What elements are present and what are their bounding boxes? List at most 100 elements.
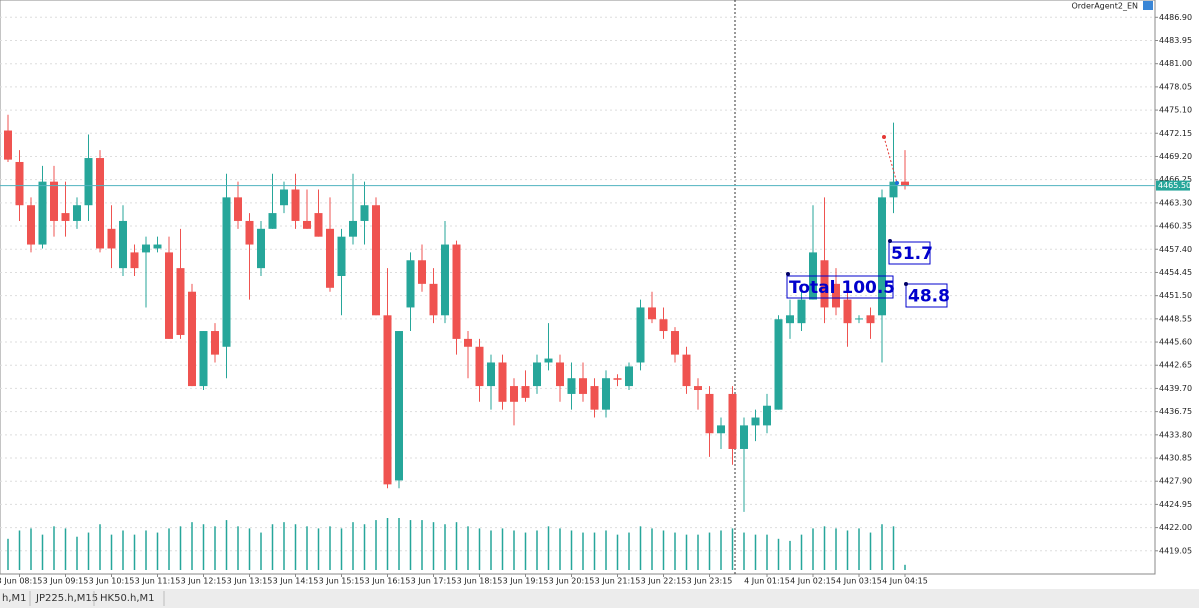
candle-body [832, 283, 840, 308]
volume-bar [490, 530, 492, 570]
candle-body [510, 386, 518, 402]
tab-label[interactable]: JP225.h,M15 [35, 593, 98, 604]
candle-body [740, 425, 748, 449]
candle-body [245, 220, 254, 245]
volume-bar [628, 532, 630, 570]
y-tick-label: 4451.50 [1159, 291, 1192, 300]
y-tick-label: 4478.05 [1159, 82, 1192, 91]
annotation-box [786, 275, 894, 299]
volume-bar [202, 524, 205, 570]
x-tick-label: 3 Jun 16:15 [365, 577, 411, 586]
annotation-box [905, 283, 948, 308]
candle-body [487, 362, 495, 387]
volume-bar [904, 564, 906, 570]
volume-bar [835, 528, 837, 570]
volume-bar [697, 534, 699, 570]
candle-body [751, 417, 760, 426]
volume-bar [306, 526, 308, 570]
y-tick-label: 4463.30 [1159, 198, 1192, 207]
volume-bar [639, 526, 642, 570]
volume-bar [731, 528, 734, 570]
candle-body [533, 362, 541, 387]
candle-body [130, 252, 139, 269]
volume-bar [892, 526, 895, 570]
y-tick-label: 4424.95 [1159, 500, 1192, 509]
y-tick-label: 4466.25 [1159, 175, 1192, 184]
volume-bar [53, 526, 55, 570]
candle-body [383, 315, 392, 485]
y-tick-label: 4483.95 [1159, 36, 1192, 45]
candle-body [590, 386, 599, 410]
annotation: Total 100.5 [789, 278, 895, 298]
trade-marker [895, 181, 899, 185]
candle-body [27, 205, 35, 245]
candle-body [176, 268, 185, 335]
volume-bar [260, 532, 262, 570]
volume-bar [651, 528, 653, 570]
y-tick-label: 4448.55 [1159, 314, 1192, 323]
x-tick-label: 3 Jun 13:15 [227, 577, 273, 586]
volume-bar [30, 528, 32, 570]
candle-body [84, 158, 93, 206]
candle-body [165, 252, 173, 339]
candle-body [613, 378, 622, 380]
candle-body [671, 331, 679, 355]
candle-body [682, 354, 691, 387]
volume-bar [662, 530, 665, 570]
candle-body [464, 338, 472, 347]
candle-body [314, 213, 323, 237]
volume-bar [156, 532, 159, 570]
x-tick-label: 3 Jun 15:15 [319, 577, 365, 586]
expert-name: OrderAgent2_EN [1071, 2, 1138, 11]
x-tick-label: 4 Jun 02:15 [790, 577, 836, 586]
y-tick-label: 4486.90 [1159, 13, 1192, 22]
x-tick-label: 3 Jun 22:15 [641, 577, 687, 586]
candle-body [96, 158, 104, 249]
volume-bar [191, 522, 193, 570]
x-tick-label: 3 Jun 08:15 [0, 577, 42, 586]
candle-body [222, 197, 231, 347]
volume-bar [536, 530, 538, 570]
volume-bar [846, 530, 849, 570]
volume-bar [800, 534, 803, 570]
x-tick-label: 4 Jun 04:15 [882, 577, 928, 586]
candle-body [602, 378, 610, 410]
volume-bar [605, 530, 607, 570]
volume-bar [881, 524, 883, 570]
candle-body [188, 291, 196, 387]
volume-bar [248, 528, 251, 570]
tab-label[interactable]: h,M1 [2, 593, 27, 604]
volume-bar [317, 528, 320, 570]
tab-label[interactable]: HK50.h,M1 [100, 593, 155, 604]
volume-bar [294, 524, 297, 570]
y-tick-label: 4454.45 [1159, 268, 1192, 277]
volume-bar [409, 520, 412, 570]
candle-body [659, 319, 668, 332]
annotation: 51.7 [891, 244, 933, 264]
volume-bar [823, 526, 826, 570]
volume-bar [87, 532, 90, 570]
volume-bar [363, 524, 366, 570]
volume-bar [225, 520, 228, 570]
x-tick-label: 4 Jun 03:15 [836, 577, 882, 586]
volume-bar [869, 532, 872, 570]
volume-bar [685, 534, 688, 570]
x-tick-label: 4 Jun 01:15 [744, 577, 790, 586]
volume-bar [41, 534, 44, 570]
volume-bar [524, 532, 527, 570]
candle-body [475, 346, 484, 387]
candle-body [268, 213, 277, 229]
annotation-anchor [904, 282, 908, 286]
candle-body [395, 331, 403, 481]
volume-bar [754, 534, 757, 570]
x-tick-label: 3 Jun 18:15 [457, 577, 503, 586]
annotation-anchor [786, 272, 790, 276]
volume-bar [455, 522, 458, 570]
volume-bar [513, 530, 515, 570]
volume-bar [743, 532, 745, 570]
y-tick-label: 4460.35 [1159, 222, 1192, 231]
y-tick-label: 4457.40 [1159, 245, 1192, 254]
volume-bar [145, 530, 147, 570]
volume-bar [766, 534, 768, 570]
candle-body [360, 205, 369, 221]
